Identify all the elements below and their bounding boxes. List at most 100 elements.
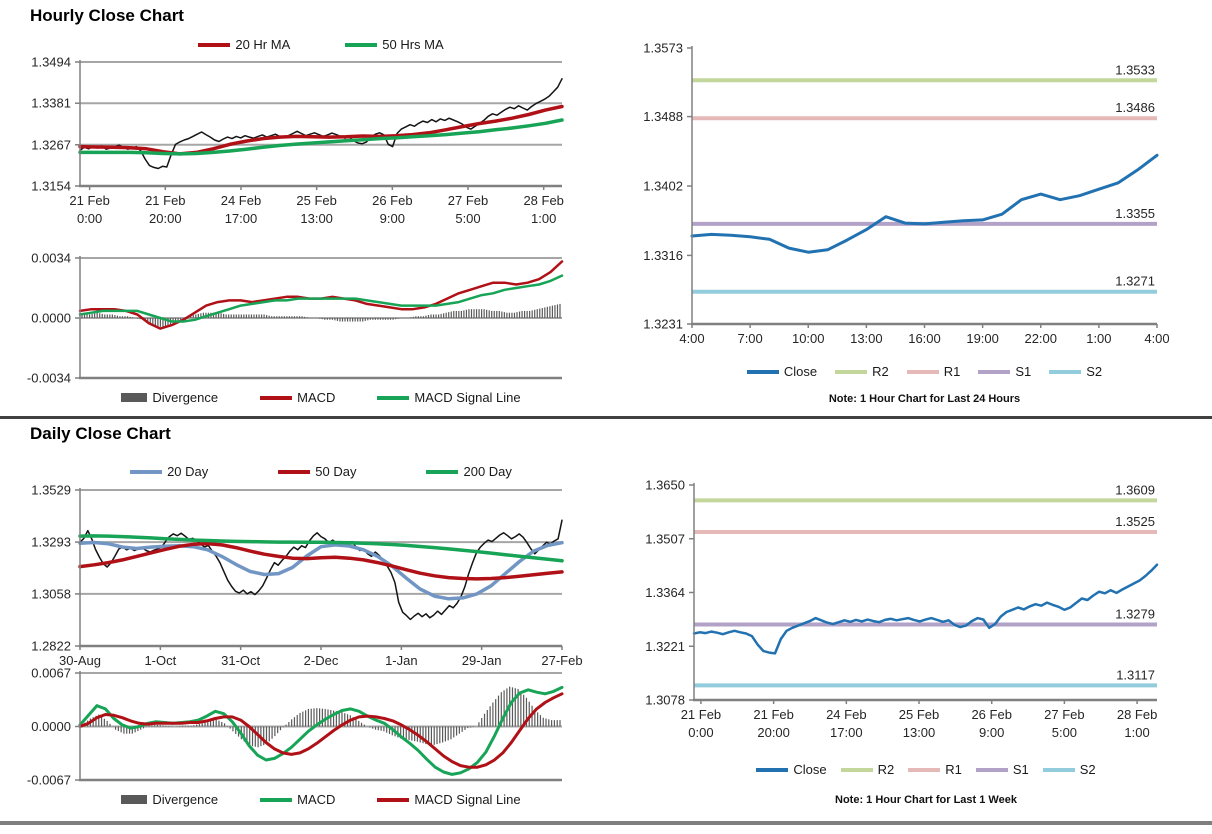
legend-label: Close: [793, 762, 827, 777]
daily-chart-title: Daily Close Chart: [30, 424, 171, 443]
y-tick-label: 1.3529: [31, 483, 71, 498]
daily-price-legend: 20 Day 50 Day 200 Day: [80, 464, 562, 479]
legend-label: S2: [1079, 762, 1096, 777]
legend-label: Close: [783, 364, 818, 379]
x-tick-label: 0:00: [688, 725, 713, 740]
x-tick-label: 13:00: [850, 331, 883, 346]
x-tick-label: 28 Feb: [1117, 707, 1157, 722]
y-tick-label: 1.3058: [31, 586, 71, 601]
level-label-R2: 1.3609: [1115, 482, 1155, 497]
legend-item-20-hr-ma: 20 Hr MA: [198, 37, 290, 52]
y-tick-label: -0.0067: [27, 773, 71, 788]
legend-swatch: [278, 469, 311, 474]
y-tick-label: 1.3381: [31, 96, 71, 111]
legend-label: MACD: [297, 390, 336, 405]
legend-label: 200 Day: [463, 464, 512, 479]
x-tick-label: 5:00: [455, 211, 480, 226]
legend-label: MACD Signal Line: [414, 792, 521, 807]
y-tick-label: 1.3488: [643, 109, 683, 124]
x-tick-label: 4:00: [679, 331, 704, 346]
x-tick-label: 24 Feb: [826, 707, 866, 722]
x-tick-label: 22:00: [1024, 331, 1057, 346]
legend-item-macd: MACD: [260, 390, 335, 405]
hourly-macd-legend: Divergence MACD MACD Signal Line: [80, 390, 562, 405]
x-tick-label: 0:00: [77, 211, 102, 226]
legend-label: R1: [943, 364, 961, 379]
legend-item-20-day: 20 Day: [130, 464, 208, 479]
y-tick-label: 1.3267: [31, 137, 71, 152]
hourly-sr-note: Note: 1 Hour Chart for Last 24 Hours: [828, 393, 1021, 405]
level-label-R1: 1.3525: [1115, 514, 1155, 529]
x-tick-label: 28 Feb: [523, 193, 563, 208]
hourly-sr-legend: Close R2 R1 S1 S2: [692, 364, 1157, 379]
y-tick-label: 0.0034: [31, 251, 71, 266]
weekly-sr-chart: 1.3609 1.3525 1.3279 1.3117 1.3078 1.3221 1.33…: [645, 478, 1159, 740]
x-tick-label: 13:00: [300, 211, 333, 226]
x-tick-label: 24 Feb: [221, 193, 261, 208]
x-tick-label: 27 Feb: [1044, 707, 1084, 722]
legend-swatch: [835, 369, 868, 374]
y-tick-label: 1.3221: [645, 639, 685, 654]
x-tick-label: 21 Feb: [753, 707, 793, 722]
y-tick-label: 1.3507: [645, 531, 685, 546]
legend-item-r2: R2: [835, 364, 889, 379]
legend-item-r1: R1: [908, 762, 962, 777]
legend-swatch: [756, 767, 789, 772]
hourly-macd-chart: -0.0034 0.0000 0.0034: [27, 251, 564, 386]
legend-label: 50 Hrs MA: [382, 37, 444, 52]
x-tick-label: 21 Feb: [681, 707, 721, 722]
series-close: [690, 153, 1159, 254]
y-tick-label: 1.3316: [643, 248, 683, 263]
x-tick-label: 26 Feb: [971, 707, 1011, 722]
x-tick-label: 10:00: [792, 331, 825, 346]
legend-swatch: [121, 795, 148, 804]
x-tick-label: 31-Oct: [221, 653, 260, 668]
legend-label: R2: [877, 762, 895, 777]
x-tick-label: 13:00: [903, 725, 936, 740]
y-tick-label: 1.3402: [643, 179, 683, 194]
x-tick-label: 27 Feb: [448, 193, 488, 208]
legend-item-close: Close: [746, 364, 818, 379]
x-tick-label: 26 Feb: [372, 193, 412, 208]
legend-label: Divergence: [152, 390, 219, 405]
legend-swatch: [906, 369, 939, 374]
y-tick-label: 1.2822: [31, 639, 71, 654]
legend-swatch: [377, 395, 410, 400]
y-tick-label: 1.3078: [645, 693, 685, 708]
series-macd-signal-line: [78, 692, 564, 769]
level-label-R2: 1.3533: [1115, 62, 1155, 77]
legend-swatch: [908, 767, 941, 772]
legend-label: S1: [1015, 364, 1032, 379]
legend-item-s1: S1: [978, 364, 1031, 379]
x-tick-label: 20:00: [149, 211, 182, 226]
legend-swatch: [260, 395, 293, 400]
bottom-divider: [0, 821, 1212, 825]
legend-item-50-hrs-ma: 50 Hrs MA: [345, 37, 444, 52]
hourly-chart-title: Hourly Close Chart: [30, 6, 184, 25]
legend-label: 20 Day: [167, 464, 209, 479]
x-tick-label: 2-Dec: [304, 653, 339, 668]
x-tick-label: 7:00: [737, 331, 762, 346]
legend-swatch: [377, 797, 410, 802]
legend-item-macd-signal-line: MACD Signal Line: [377, 390, 521, 405]
legend-item-close: Close: [756, 762, 827, 777]
x-tick-label: 9:00: [380, 211, 405, 226]
legend-swatch: [746, 369, 779, 374]
series-20-hr-ma: [78, 104, 564, 156]
legend-swatch: [975, 767, 1008, 772]
legend-swatch: [345, 42, 378, 47]
x-tick-label: 29-Jan: [462, 653, 502, 668]
series-20-day: [78, 540, 564, 601]
legend-swatch: [1042, 767, 1075, 772]
series-close: [79, 519, 563, 621]
x-tick-label: 21 Feb: [145, 193, 185, 208]
x-tick-label: 20:00: [757, 725, 790, 740]
legend-swatch: [260, 797, 293, 802]
series-macd-signal-line: [78, 274, 564, 323]
x-tick-label: 5:00: [1052, 725, 1077, 740]
legend-swatch: [1049, 369, 1082, 374]
level-label-R1: 1.3486: [1115, 100, 1155, 115]
legend-label: R2: [872, 364, 889, 379]
daily-macd-legend: Divergence MACD MACD Signal Line: [80, 792, 562, 807]
